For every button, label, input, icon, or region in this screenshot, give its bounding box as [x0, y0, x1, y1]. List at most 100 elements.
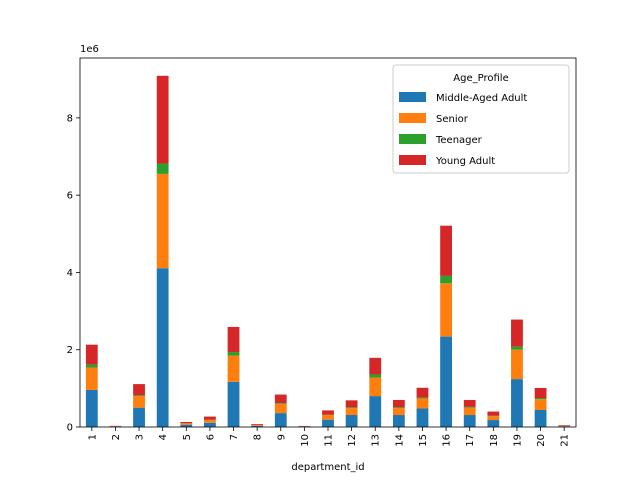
bar-segment: [487, 416, 500, 421]
y-axis-scale-label: 1e6: [80, 44, 99, 55]
x-tick-label: 6: [205, 434, 216, 440]
bar-segment: [463, 407, 476, 416]
y-tick-label: 4: [67, 268, 73, 279]
legend-swatch: [399, 92, 426, 102]
x-tick-label: 14: [394, 434, 405, 447]
bar-segment: [487, 420, 500, 427]
legend-label: Middle-Aged Adult: [436, 93, 527, 104]
bar-segment: [251, 424, 264, 425]
bar-segment: [180, 421, 193, 424]
bar-segment: [227, 355, 240, 382]
bar-segment: [85, 344, 98, 365]
bar-segment: [274, 403, 287, 404]
legend-swatch: [399, 113, 426, 123]
bar-segment: [322, 415, 334, 420]
bar-segment: [156, 75, 169, 164]
x-tick-label: 21: [560, 434, 571, 447]
bar-segment: [416, 397, 429, 399]
bar-segment: [85, 364, 98, 368]
bar-segment: [369, 377, 382, 397]
legend-label: Teenager: [435, 135, 483, 146]
bar-segment: [180, 424, 193, 427]
bar-segment: [534, 398, 547, 400]
bar-segment: [392, 415, 405, 427]
bar-segment: [534, 410, 547, 427]
bar-segment: [133, 407, 145, 427]
x-tick-label: 8: [253, 434, 264, 440]
bar-segment: [227, 352, 240, 356]
bar-segment: [274, 413, 287, 427]
y-axis: 0 2 4 6 8: [67, 113, 80, 434]
x-axis: 1 2 3 4 5 6 7 8 9 10 11 12 13 14 15 16 17 18 19 20 21: [87, 427, 571, 447]
bar-segment: [251, 425, 264, 426]
plot-area: [79, 57, 577, 428]
bar-segment: [345, 408, 358, 416]
legend: Age_Profile Middle-Aged Adult Senior Teena…: [392, 64, 570, 174]
x-tick-label: 5: [182, 434, 193, 440]
bar-segment: [416, 398, 429, 409]
bar-segment: [392, 407, 405, 409]
bar-segment: [85, 389, 98, 427]
x-tick-label: 19: [512, 434, 523, 447]
bar-segment: [345, 407, 358, 409]
bar-segment: [487, 411, 500, 416]
bar-segment: [558, 425, 571, 426]
bar-segment: [156, 163, 169, 174]
legend-swatch: [399, 134, 426, 144]
bar-segment: [204, 420, 216, 423]
bar-segment: [463, 406, 476, 408]
bar-segment: [511, 346, 523, 350]
legend-frame: [392, 64, 570, 174]
legend-label: Young Adult: [435, 156, 495, 167]
y-tick-label: 2: [67, 345, 73, 356]
bar-segment: [274, 403, 287, 414]
x-tick-label: 16: [442, 434, 453, 447]
x-tick-label: 15: [418, 434, 429, 447]
bar-segment: [345, 415, 358, 427]
x-tick-label: 1: [87, 434, 98, 440]
bar-segment: [511, 379, 523, 427]
bar-segment: [416, 387, 429, 398]
y-tick-label: 6: [67, 191, 73, 202]
bar-segment: [534, 387, 547, 399]
bar-segment: [180, 423, 193, 425]
bar-segment: [392, 399, 405, 408]
bar-segment: [416, 408, 429, 427]
bar-segment: [440, 283, 452, 337]
x-tick-label: 9: [276, 434, 287, 440]
x-tick-label: 3: [135, 434, 146, 440]
bar-segment: [85, 367, 98, 390]
bar-segment: [322, 410, 334, 415]
x-tick-label: 2: [111, 434, 122, 440]
bar-segment: [204, 422, 216, 427]
bar-segment: [534, 399, 547, 410]
bar-segment: [440, 336, 452, 427]
bar-segment: [440, 275, 452, 284]
bar-segment: [274, 394, 287, 404]
bar-segment: [558, 425, 571, 427]
bar-segment: [227, 381, 240, 427]
bar-segment: [511, 349, 523, 380]
bar-segment: [392, 408, 405, 416]
x-tick-label: 20: [536, 434, 547, 447]
bar-segment: [227, 326, 240, 353]
bar-segment: [369, 396, 382, 427]
x-tick-label: 12: [347, 434, 358, 447]
x-tick-label: 17: [465, 434, 476, 447]
bar-segment: [463, 415, 476, 427]
bar-segment: [369, 374, 382, 378]
bar-segment: [322, 419, 334, 427]
bar-segment: [133, 384, 145, 396]
bar-segment: [440, 225, 452, 276]
x-tick-label: 10: [300, 434, 311, 447]
bar-segment: [369, 357, 382, 375]
bar-segment: [133, 396, 145, 408]
bar-segment: [133, 395, 145, 397]
bar-segment: [251, 425, 264, 427]
legend-title: Age_Profile: [453, 73, 508, 84]
bar-segment: [156, 173, 169, 269]
bar-segment: [463, 399, 476, 407]
bar-segment: [511, 319, 523, 347]
y-tick-label: 8: [67, 113, 73, 124]
